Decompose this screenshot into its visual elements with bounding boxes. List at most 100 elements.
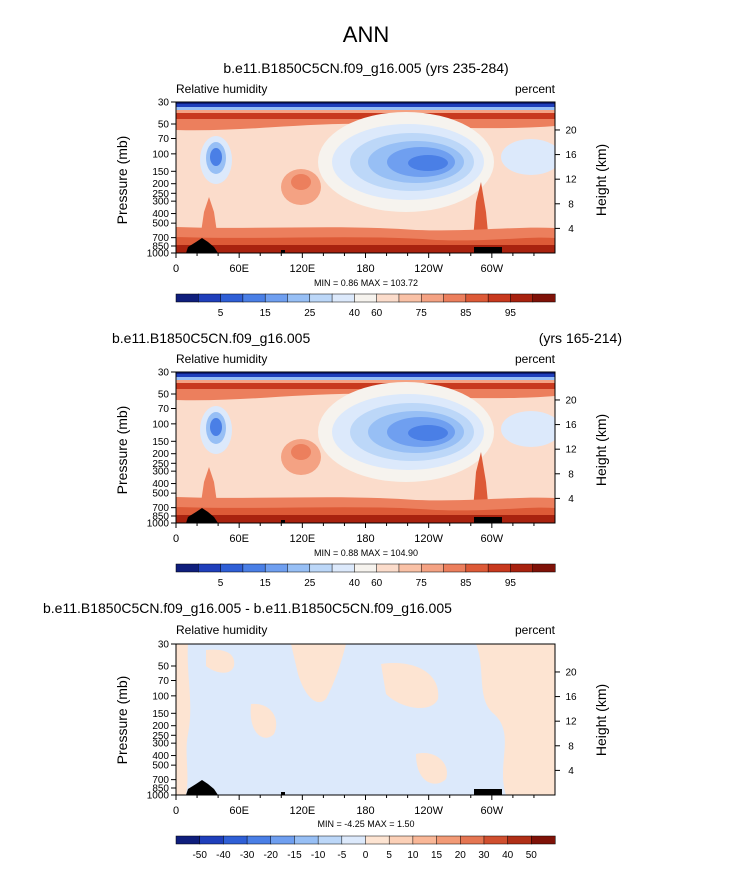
panel-1-field xyxy=(176,102,555,253)
x-tick-label: 60W xyxy=(481,533,504,545)
pressure-tick-label: 850 xyxy=(152,242,169,253)
x-tick-label: 60E xyxy=(229,533,249,545)
panel-3-title: b.e11.B1850C5CN.f09_g16.005 - b.e11.B185… xyxy=(43,600,452,616)
main-title: ANN xyxy=(343,22,389,47)
colorbar-swatch xyxy=(487,563,511,573)
colorbar-swatch xyxy=(510,293,534,303)
colorbar-label: 20 xyxy=(455,850,467,861)
colorbar-swatch xyxy=(309,563,333,573)
colorbar-label: 5 xyxy=(218,578,224,589)
panel-1-stats: MIN = 0.86 MAX = 103.72 xyxy=(314,278,418,288)
pressure-tick-label: 400 xyxy=(152,479,169,490)
pressure-tick-label: 1000 xyxy=(147,791,170,802)
colorbar-label: -20 xyxy=(264,850,279,861)
pressure-tick-label: 30 xyxy=(158,368,170,379)
pressure-tick-label: 1000 xyxy=(147,519,170,530)
height-tick-label: 16 xyxy=(565,150,577,161)
colorbar-swatch xyxy=(532,293,556,303)
panel-3-colorbar: -50 -40 -30 -20 -15 -10 -5 0 5 10 15 20 30 40 50 xyxy=(175,835,556,861)
colorbar-label: 15 xyxy=(431,850,443,861)
pressure-tick-label: 700 xyxy=(152,233,169,244)
colorbar-swatch xyxy=(398,293,422,303)
pressure-tick-label: 200 xyxy=(152,449,169,460)
colorbar-swatch xyxy=(341,835,367,845)
colorbar-swatch xyxy=(287,293,311,303)
colorbar-swatch xyxy=(420,293,445,303)
colorbar-label: 25 xyxy=(304,308,316,319)
height-tick-label: 4 xyxy=(568,766,574,777)
colorbar-label: 60 xyxy=(371,578,383,589)
panel-2-right-label: percent xyxy=(515,352,556,366)
pressure-tick-label: 50 xyxy=(158,661,170,672)
colorbar-label: -50 xyxy=(192,850,207,861)
height-tick-label: 12 xyxy=(565,717,577,728)
colorbar-swatch xyxy=(220,293,244,303)
x-tick-label: 120E xyxy=(289,263,315,275)
pressure-tick-label: 500 xyxy=(152,489,169,500)
colorbar-label: 85 xyxy=(460,578,472,589)
x-tick-label: 120W xyxy=(414,263,443,275)
colorbar-swatch xyxy=(487,293,511,303)
colorbar-swatch xyxy=(199,835,224,845)
panel-1-ylabel: Pressure (mb) xyxy=(114,136,130,225)
height-tick-label: 16 xyxy=(565,420,577,431)
pressure-tick-label: 700 xyxy=(152,503,169,514)
x-tick-label: 0 xyxy=(173,805,179,817)
pressure-tick-label: 200 xyxy=(152,179,169,190)
pressure-tick-label: 150 xyxy=(152,437,169,448)
pressure-tick-label: 100 xyxy=(152,419,169,430)
pressure-tick-label: 250 xyxy=(152,731,169,742)
pressure-tick-label: 100 xyxy=(152,691,169,702)
colorbar-swatch xyxy=(223,835,248,845)
colorbar-label: 15 xyxy=(260,578,272,589)
panel-1: b.e11.B1850C5CN.f09_g16.005 (yrs 235-284… xyxy=(114,60,609,319)
height-tick-label: 20 xyxy=(565,395,577,406)
colorbar-swatch xyxy=(443,293,467,303)
x-tick-label: 120E xyxy=(289,805,315,817)
panel-3-ylabel-right: Height (km) xyxy=(593,684,609,756)
colorbar-label: 95 xyxy=(505,308,517,319)
colorbar-swatch xyxy=(309,293,333,303)
height-tick-label: 8 xyxy=(568,741,574,752)
panel-1-colorbar: 5 15 25 40 60 75 85 95 xyxy=(175,293,556,319)
pressure-tick-label: 30 xyxy=(158,98,170,109)
panel-3-ylabel: Pressure (mb) xyxy=(114,676,130,765)
panel-1-right-label: percent xyxy=(515,82,556,96)
colorbar-swatch xyxy=(220,563,244,573)
colorbar-label: 40 xyxy=(349,308,361,319)
panel-3-right-label: percent xyxy=(515,623,556,637)
colorbar-label: 95 xyxy=(505,578,517,589)
colorbar-swatch xyxy=(331,563,355,573)
colorbar-swatch xyxy=(531,835,556,845)
pressure-tick-label: 500 xyxy=(152,219,169,230)
colorbar-swatch xyxy=(510,563,534,573)
colorbar-swatch xyxy=(460,835,485,845)
colorbar-swatch xyxy=(398,563,422,573)
colorbar-label: 75 xyxy=(416,308,428,319)
panel-3: b.e11.B1850C5CN.f09_g16.005 - b.e11.B185… xyxy=(43,600,609,861)
colorbar-swatch xyxy=(420,563,445,573)
pressure-tick-label: 700 xyxy=(152,775,169,786)
colorbar-swatch xyxy=(365,835,390,845)
panel-2-title-right: (yrs 165-214) xyxy=(539,330,622,346)
colorbar-swatch xyxy=(246,835,272,845)
height-tick-label: 4 xyxy=(568,494,574,505)
colorbar-swatch xyxy=(354,563,378,573)
pressure-tick-label: 70 xyxy=(158,404,170,415)
colorbar-swatch xyxy=(198,293,222,303)
pressure-tick-label: 300 xyxy=(152,197,169,208)
colorbar-swatch xyxy=(317,835,343,845)
colorbar-swatch xyxy=(242,293,266,303)
colorbar-swatch xyxy=(294,835,319,845)
pressure-tick-label: 50 xyxy=(158,119,170,130)
panel-1-left-label: Relative humidity xyxy=(176,82,267,96)
colorbar-label: -30 xyxy=(240,850,255,861)
colorbar-swatch xyxy=(507,835,532,845)
colorbar-label: -40 xyxy=(216,850,231,861)
x-tick-label: 60W xyxy=(481,805,504,817)
colorbar-swatch xyxy=(443,563,467,573)
colorbar-label: 5 xyxy=(386,850,392,861)
